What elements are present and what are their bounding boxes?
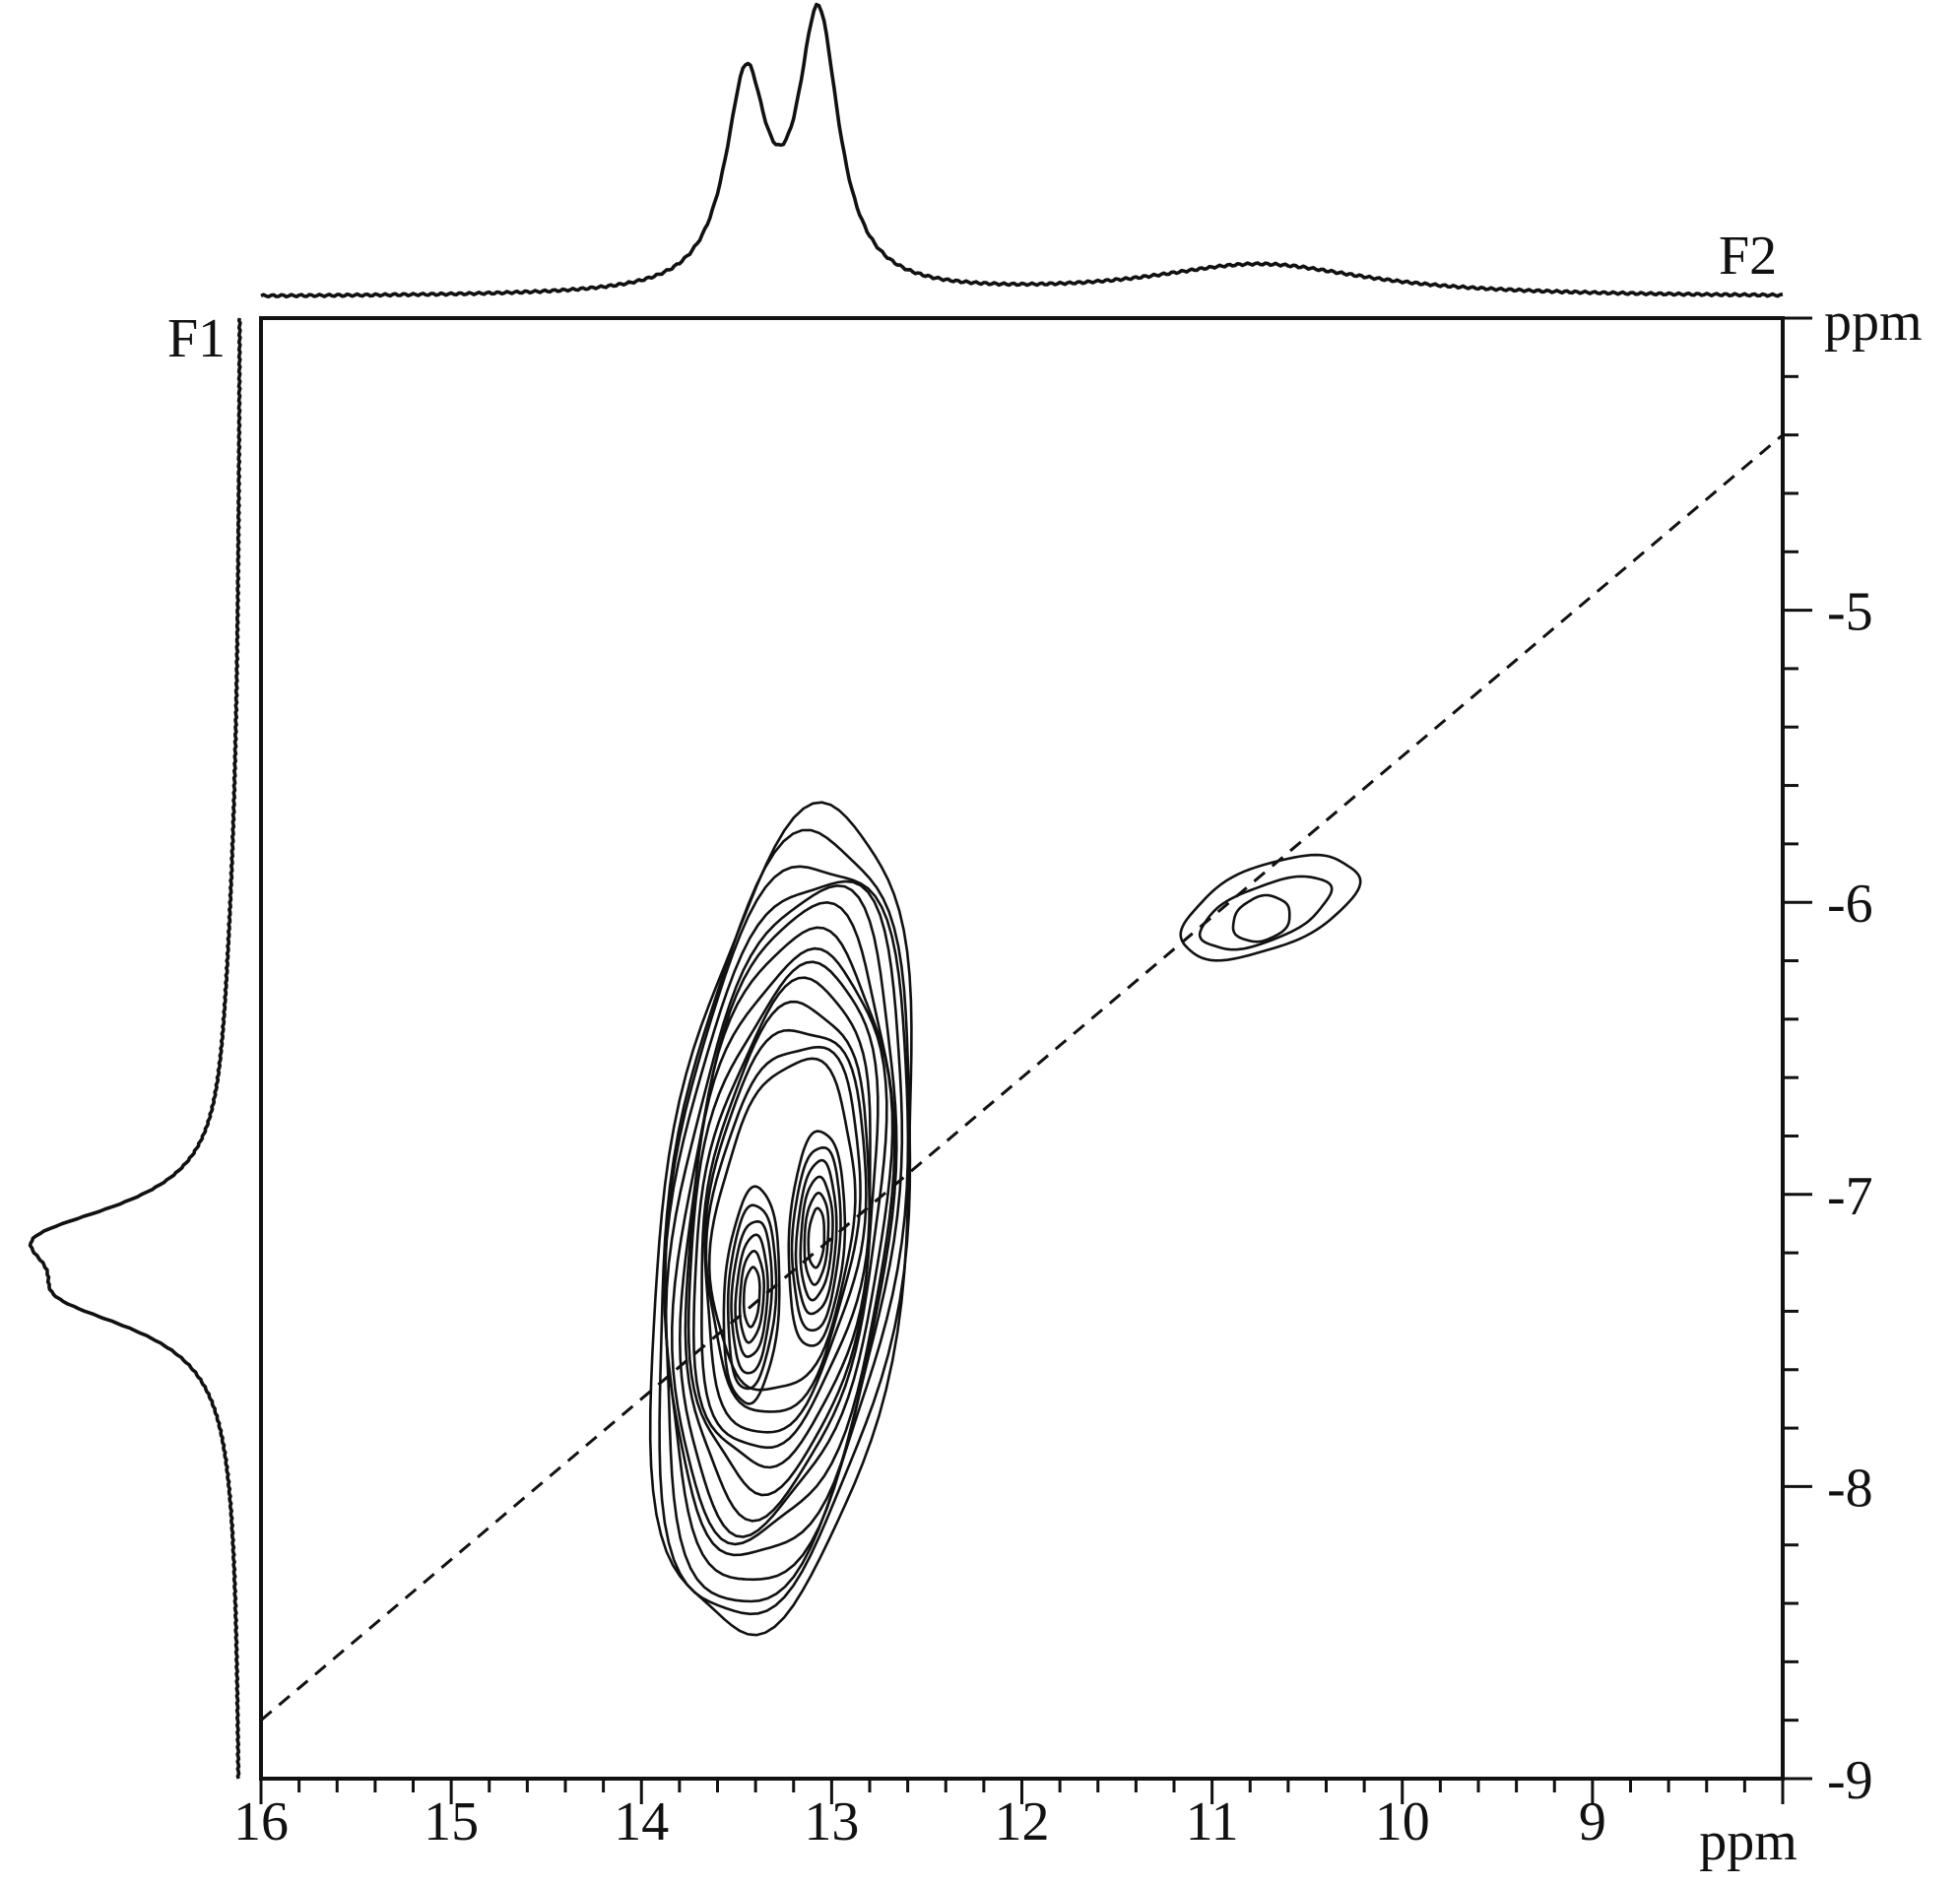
contour-line [707, 1057, 857, 1392]
x-tick-label: 12 [995, 1791, 1050, 1852]
x-tick-label: 10 [1375, 1791, 1430, 1852]
contour-line [1231, 893, 1291, 943]
f1-label: F1 [167, 308, 226, 369]
contour-line [787, 1130, 847, 1347]
contour-line [722, 1185, 781, 1405]
contour-line [807, 1206, 826, 1269]
contour-line [790, 1145, 842, 1332]
contour-line [678, 926, 894, 1538]
f2-label: F2 [1719, 226, 1777, 287]
x-tick-label: 9 [1579, 1791, 1606, 1852]
contour-line [663, 879, 904, 1582]
contour-line [670, 900, 896, 1546]
x-axis-ticks [259, 1779, 1785, 1804]
y-axis-ticks [1783, 316, 1812, 1781]
y-tick-label: -8 [1827, 1458, 1873, 1519]
x-tick-label: 14 [614, 1791, 669, 1852]
x-tick-label: 16 [233, 1791, 289, 1852]
plot-frame [259, 316, 1785, 1781]
contour-line [664, 865, 910, 1603]
y-tick-label: -5 [1827, 582, 1873, 643]
y-tick-label: -9 [1827, 1750, 1873, 1811]
f1-projection [28, 317, 242, 1780]
contour-line [726, 1203, 778, 1391]
contour-line [1179, 853, 1362, 962]
contour-line [803, 1192, 830, 1286]
contour-plot [648, 801, 1362, 1637]
contour-line [691, 976, 872, 1469]
contour-line [730, 1219, 773, 1375]
contour-line [738, 1250, 765, 1344]
contour-line [648, 801, 913, 1637]
contour-line [684, 946, 888, 1523]
contour-line [742, 1266, 761, 1329]
contour-line [799, 1175, 834, 1302]
contour-line [686, 960, 880, 1497]
x-axis-unit: ppm [1699, 1811, 1797, 1872]
contour-line [658, 828, 912, 1616]
y-tick-label: -6 [1827, 874, 1873, 935]
contour-line [664, 883, 898, 1557]
contour-line [1198, 875, 1334, 951]
y-axis-unit: ppm [1824, 292, 1923, 353]
x-tick-label: 11 [1186, 1791, 1239, 1852]
x-axis-tick-labels: 16 15 14 13 12 11 10 9 [233, 1791, 1606, 1852]
contour-line [734, 1233, 769, 1358]
contour-line [703, 1028, 868, 1434]
y-axis-tick-labels: -5 -6 -7 -8 -9 [1827, 582, 1873, 1811]
f2-projection [260, 2, 1784, 299]
contour-line [704, 1045, 862, 1413]
x-tick-label: 13 [804, 1791, 859, 1852]
x-tick-label: 15 [424, 1791, 479, 1852]
contour-line [794, 1158, 838, 1316]
y-tick-label: -7 [1827, 1166, 1873, 1227]
diagonal-line [260, 433, 1784, 1722]
contour-line [700, 1000, 872, 1450]
